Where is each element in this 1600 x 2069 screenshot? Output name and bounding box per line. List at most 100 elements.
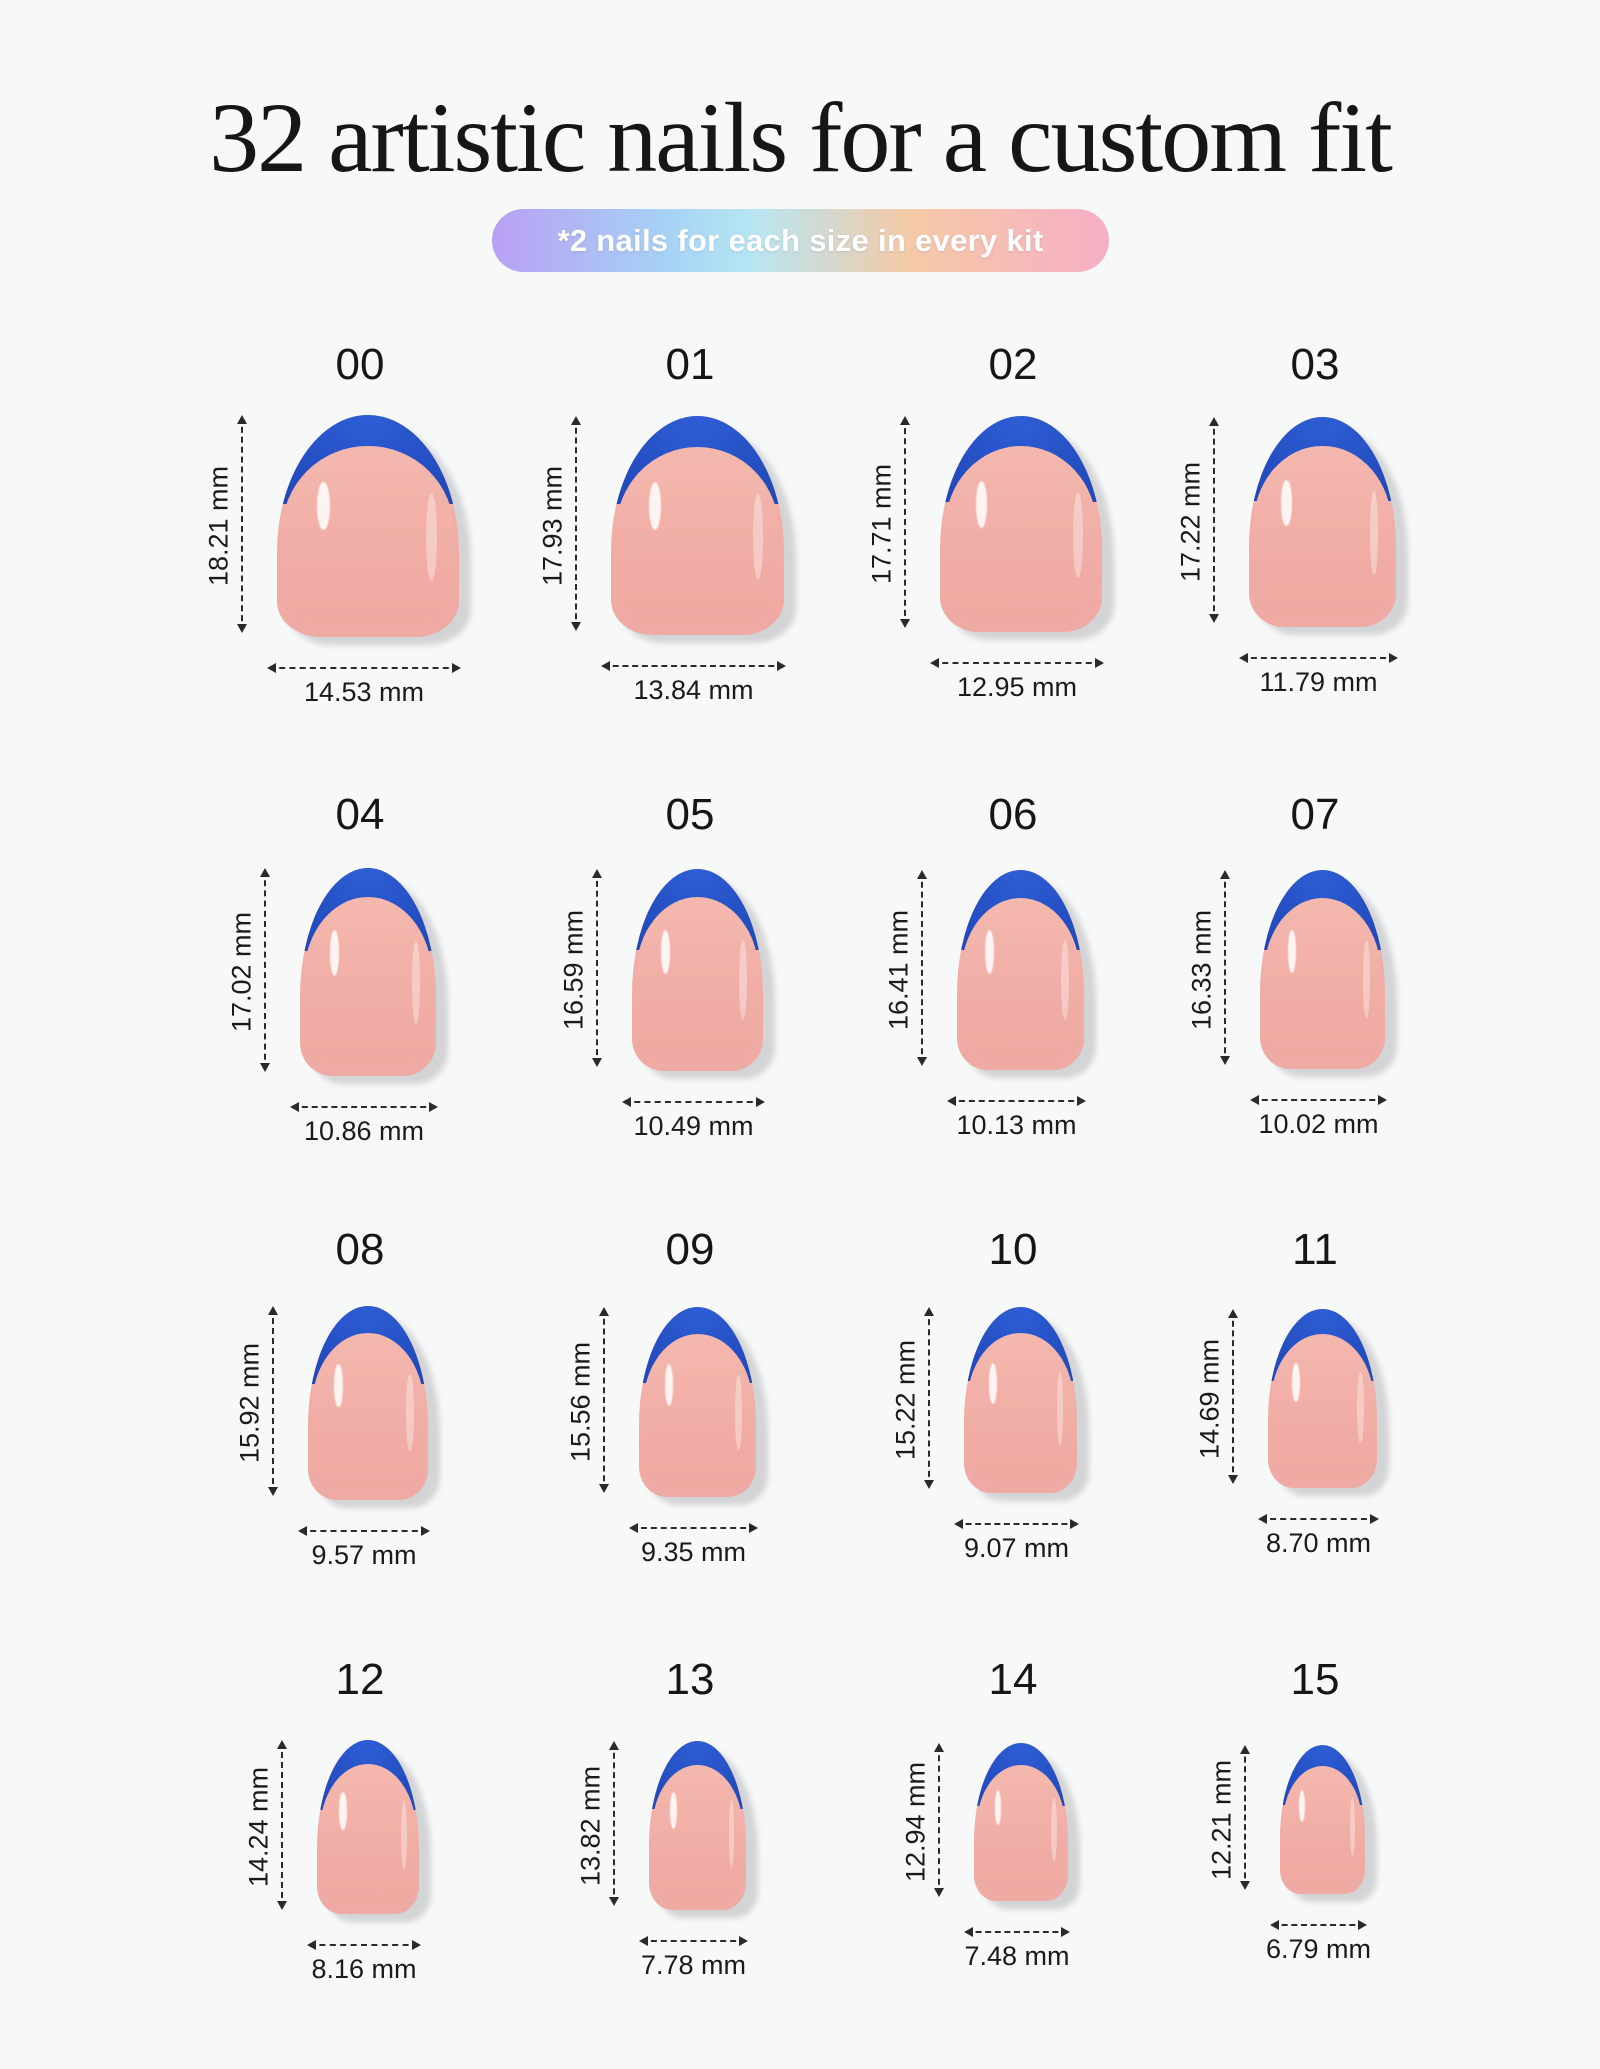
width-dimension-line bbox=[629, 1523, 758, 1533]
width-dimension-line bbox=[290, 1102, 438, 1112]
size-number-label: 09 bbox=[665, 1225, 715, 1274]
nail-highlight bbox=[1298, 1789, 1305, 1823]
size-number-label: 14 bbox=[988, 1655, 1038, 1704]
nail-reflection bbox=[734, 1373, 742, 1450]
height-dimension-line bbox=[900, 416, 910, 628]
height-measurement: 16.41 mm bbox=[883, 909, 914, 1031]
width-dimension-line bbox=[622, 1097, 765, 1107]
size-number-label: 03 bbox=[1290, 340, 1340, 389]
size-number-label: 13 bbox=[665, 1655, 715, 1704]
nail-image bbox=[1260, 870, 1397, 1077]
nail-image bbox=[1280, 1745, 1377, 1902]
nail-bed bbox=[976, 1765, 1066, 1892]
width-measurement: 9.35 mm bbox=[640, 1537, 747, 1567]
height-measurement: 15.56 mm bbox=[565, 1341, 596, 1463]
nail-reflection bbox=[1072, 491, 1083, 578]
size-number-label: 02 bbox=[988, 340, 1038, 389]
nail-bed bbox=[1263, 897, 1382, 1058]
nail-highlight bbox=[660, 929, 670, 975]
size-number-label: 11 bbox=[1292, 1225, 1338, 1274]
nail-bed bbox=[967, 1333, 1074, 1482]
nail-shape bbox=[1268, 1309, 1377, 1488]
width-dimension-line bbox=[930, 658, 1104, 668]
nail-highlight bbox=[317, 481, 330, 531]
nail-shape bbox=[974, 1743, 1068, 1901]
nail-reflection bbox=[1357, 1371, 1364, 1444]
nail-bed bbox=[320, 1764, 416, 1904]
nail-reflection bbox=[406, 1373, 414, 1452]
size-number-label: 04 bbox=[335, 790, 385, 839]
height-dimension-line bbox=[934, 1743, 944, 1897]
size-number-label: 12 bbox=[335, 1655, 385, 1704]
width-measurement: 8.70 mm bbox=[1265, 1528, 1372, 1558]
nail-bed bbox=[616, 446, 779, 622]
height-dimension-line bbox=[1240, 1745, 1250, 1890]
size-number-label: 15 bbox=[1290, 1655, 1340, 1704]
nail-bed bbox=[651, 1764, 744, 1900]
height-dimension-line bbox=[571, 416, 581, 631]
height-measurement: 12.21 mm bbox=[1206, 1759, 1237, 1880]
nail-shape bbox=[1280, 1745, 1365, 1894]
height-measurement: 17.71 mm bbox=[866, 463, 897, 585]
height-measurement: 17.22 mm bbox=[1175, 461, 1206, 583]
width-measurement: 6.79 mm bbox=[1265, 1934, 1372, 1964]
nail-highlight bbox=[670, 1791, 678, 1829]
size-number-label: 08 bbox=[335, 1225, 385, 1274]
nail-image bbox=[940, 416, 1114, 640]
nail-reflection bbox=[1056, 1372, 1064, 1447]
height-measurement: 16.33 mm bbox=[1186, 909, 1217, 1030]
nail-bed bbox=[1271, 1334, 1374, 1478]
nail-highlight bbox=[1281, 480, 1292, 527]
nail-shape bbox=[611, 416, 784, 635]
nail-image bbox=[1249, 417, 1408, 635]
nail-image bbox=[974, 1743, 1080, 1909]
height-dimension-line bbox=[237, 415, 247, 633]
nail-image bbox=[964, 1307, 1089, 1501]
nail-bed bbox=[642, 1333, 753, 1486]
width-dimension-line bbox=[639, 1936, 748, 1946]
nail-bed bbox=[304, 897, 432, 1064]
height-measurement: 17.02 mm bbox=[226, 911, 257, 1033]
nail-shape bbox=[639, 1307, 756, 1497]
nail-bed bbox=[635, 897, 760, 1059]
nail-reflection bbox=[1362, 939, 1370, 1020]
size-number-label: 00 bbox=[335, 340, 385, 389]
page-title: 32 artistic nails for a custom fit bbox=[209, 82, 1393, 193]
width-measurement: 10.49 mm bbox=[633, 1111, 754, 1141]
nail-reflection bbox=[1369, 490, 1379, 575]
nail-reflection bbox=[739, 939, 748, 1021]
width-dimension-line bbox=[954, 1519, 1079, 1529]
nail-highlight bbox=[975, 480, 987, 529]
nail-shape bbox=[964, 1307, 1077, 1493]
nail-shape bbox=[308, 1306, 428, 1500]
size-number-label: 05 bbox=[665, 790, 715, 839]
nail-reflection bbox=[400, 1800, 407, 1871]
nail-bed bbox=[944, 446, 1098, 620]
width-measurement: 12.95 mm bbox=[956, 672, 1078, 702]
nail-highlight bbox=[329, 930, 340, 977]
width-dimension-line bbox=[601, 661, 786, 671]
height-measurement: 18.21 mm bbox=[203, 465, 234, 587]
width-dimension-line bbox=[947, 1096, 1086, 1106]
width-dimension-line bbox=[1239, 653, 1398, 663]
nail-image bbox=[611, 416, 796, 643]
width-dimension-line bbox=[298, 1526, 430, 1536]
height-measurement: 14.69 mm bbox=[1194, 1338, 1225, 1459]
height-measurement: 15.92 mm bbox=[234, 1342, 265, 1464]
height-dimension-line bbox=[1209, 417, 1219, 623]
width-dimension-line bbox=[964, 1927, 1070, 1937]
nail-image bbox=[1268, 1309, 1389, 1496]
width-dimension-line bbox=[1270, 1920, 1367, 1930]
height-measurement: 16.59 mm bbox=[558, 909, 589, 1031]
nail-reflection bbox=[752, 492, 764, 581]
nail-highlight bbox=[988, 1362, 997, 1404]
width-measurement: 14.53 mm bbox=[303, 677, 425, 707]
size-number-label: 10 bbox=[988, 1225, 1038, 1274]
width-measurement: 13.84 mm bbox=[633, 675, 754, 705]
nail-bed bbox=[960, 898, 1081, 1058]
nail-image bbox=[277, 415, 471, 645]
height-dimension-line bbox=[609, 1741, 619, 1906]
nail-reflection bbox=[1051, 1798, 1057, 1862]
nail-shape bbox=[277, 415, 459, 637]
nail-highlight bbox=[984, 930, 994, 974]
